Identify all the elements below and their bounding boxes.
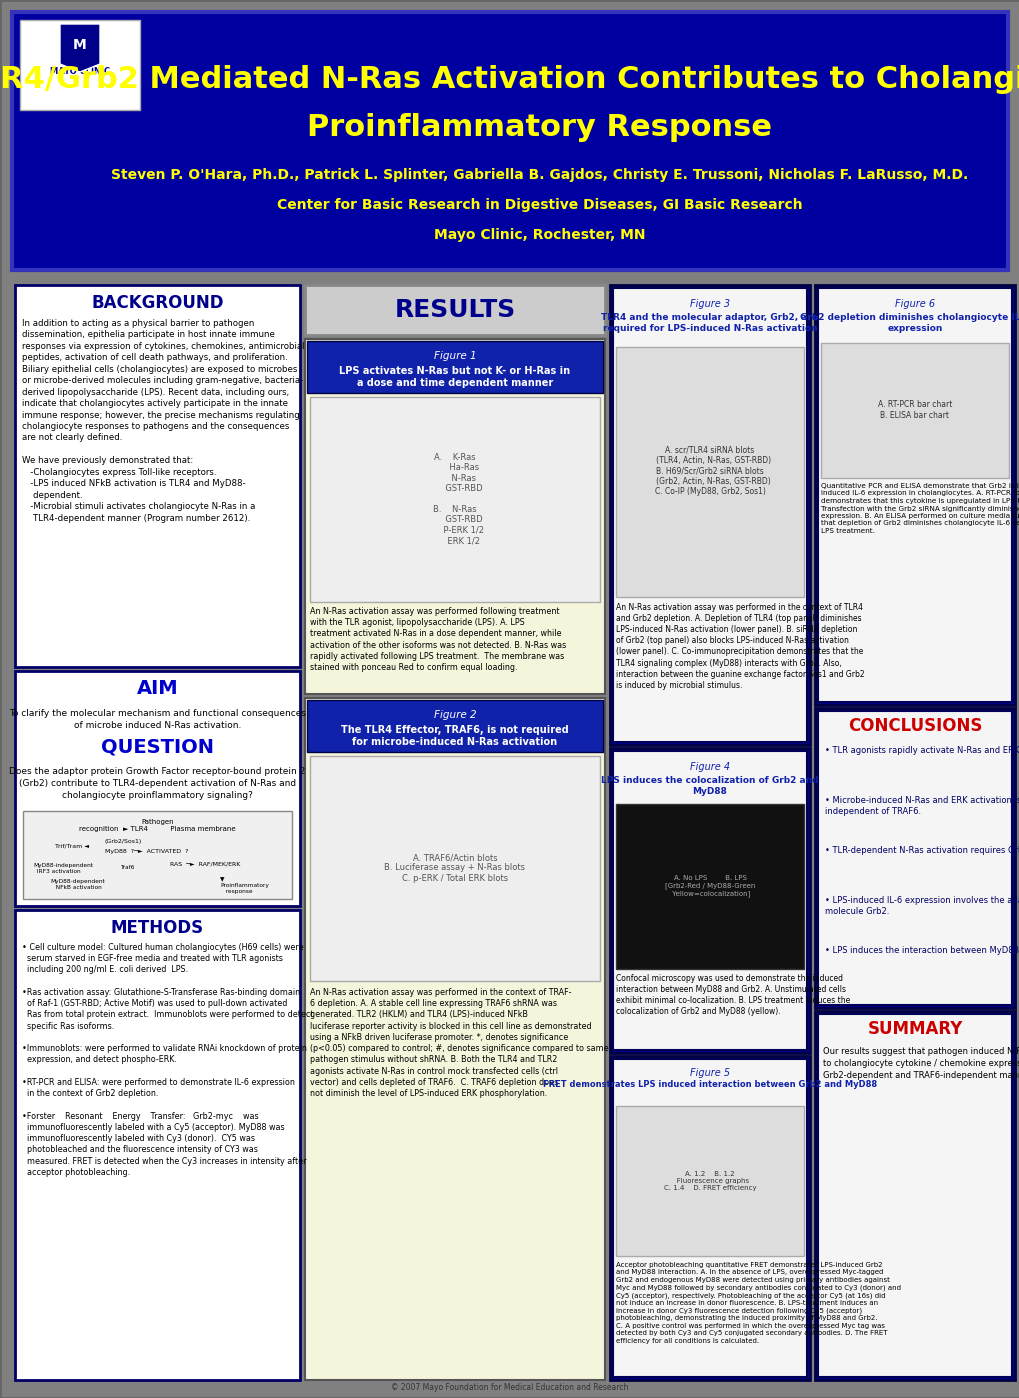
Text: Trif/Tram ◄: Trif/Tram ◄ [55, 844, 89, 849]
FancyBboxPatch shape [0, 0, 1019, 1398]
Text: Figure 2: Figure 2 [433, 710, 476, 720]
Text: • Cell culture model: Cultured human cholangiocytes (H69 cells) were
  serum sta: • Cell culture model: Cultured human cho… [22, 944, 313, 1177]
Text: A. 1.2    B. 1.2
   Fluorescence graphs
C. 1.4    D. FRET efficiency: A. 1.2 B. 1.2 Fluorescence graphs C. 1.4… [663, 1172, 755, 1191]
Text: A.    K-Ras
       Ha-Ras
       N-Ras
       GST-RBD

B.    N-Ras
       GST-RB: A. K-Ras Ha-Ras N-Ras GST-RBD B. N-Ras G… [425, 453, 484, 545]
FancyBboxPatch shape [615, 347, 803, 597]
Text: A. No LPS        B. LPS
[Grb2-Red / MyD88-Green
 Yellow=colocalization]: A. No LPS B. LPS [Grb2-Red / MyD88-Green… [664, 875, 754, 896]
Text: CONCLUSIONS: CONCLUSIONS [847, 717, 981, 735]
Text: Grb2 depletion diminishes cholangiocyte IL-6
expression: Grb2 depletion diminishes cholangiocyte … [799, 313, 1019, 333]
Text: MAYO CLINIC: MAYO CLINIC [50, 67, 110, 77]
FancyBboxPatch shape [609, 1055, 809, 1380]
Text: Figure 1: Figure 1 [433, 351, 476, 361]
Text: SUMMARY: SUMMARY [866, 1021, 962, 1037]
Text: LPS activates N-Ras but not K- or H-Ras in
a dose and time dependent manner: LPS activates N-Ras but not K- or H-Ras … [339, 366, 570, 389]
FancyBboxPatch shape [615, 804, 803, 969]
FancyBboxPatch shape [817, 1014, 1011, 1377]
FancyBboxPatch shape [15, 671, 300, 906]
FancyBboxPatch shape [307, 341, 602, 393]
Text: An N-Ras activation assay was performed following treatment
with the TLR agonist: An N-Ras activation assay was performed … [310, 607, 566, 672]
Text: Our results suggest that pathogen induced N-Ras activation contributes
to cholan: Our results suggest that pathogen induce… [822, 1047, 1019, 1079]
Text: Traf6: Traf6 [120, 865, 135, 870]
Text: Center for Basic Research in Digestive Diseases, GI Basic Research: Center for Basic Research in Digestive D… [277, 199, 802, 212]
Text: (Grb2/Sos1): (Grb2/Sos1) [105, 839, 142, 844]
Text: • TLR agonists rapidly activate N-Ras and ERK.: • TLR agonists rapidly activate N-Ras an… [824, 747, 1019, 755]
Text: • TLR-dependent N-Ras activation requires Grb2.: • TLR-dependent N-Ras activation require… [824, 846, 1019, 856]
Text: M: M [73, 38, 87, 52]
Text: ▼
Proinflammatory
   response: ▼ Proinflammatory response [220, 877, 269, 893]
Text: A. RT-PCR bar chart
B. ELISA bar chart: A. RT-PCR bar chart B. ELISA bar chart [877, 400, 952, 419]
FancyBboxPatch shape [307, 700, 602, 752]
Text: METHODS: METHODS [111, 918, 204, 937]
FancyBboxPatch shape [609, 748, 809, 1053]
Text: Does the adaptor protein Growth Factor receptor-bound protein 2
(Grb2) contribut: Does the adaptor protein Growth Factor r… [9, 768, 306, 800]
Text: To clarify the molecular mechanism and functional consequences
of microbe induce: To clarify the molecular mechanism and f… [9, 709, 306, 730]
Text: BACKGROUND: BACKGROUND [91, 294, 223, 312]
Text: In addition to acting as a physical barrier to pathogen
dissemination, epithelia: In addition to acting as a physical barr… [22, 319, 305, 523]
FancyBboxPatch shape [12, 13, 1007, 270]
Text: MyD88  ?─►  ACTIVATED  ?: MyD88 ?─► ACTIVATED ? [105, 849, 189, 854]
FancyBboxPatch shape [612, 1060, 806, 1377]
Text: Acceptor photobleaching quantitative FRET demonstrates LPS-induced Grb2
and MyD8: Acceptor photobleaching quantitative FRE… [615, 1262, 900, 1343]
FancyBboxPatch shape [609, 285, 809, 745]
FancyBboxPatch shape [310, 756, 599, 981]
FancyBboxPatch shape [814, 285, 1014, 705]
Text: © 2007 Mayo Foundation for Medical Education and Research: © 2007 Mayo Foundation for Medical Educa… [391, 1384, 628, 1392]
FancyBboxPatch shape [23, 811, 291, 899]
Text: A. scr/TLR4 siRNA blots
   (TLR4, Actin, N-Ras, GST-RBD)
B. H69/Scr/Grb2 siRNA b: A. scr/TLR4 siRNA blots (TLR4, Actin, N-… [648, 446, 770, 496]
Text: MyD88-dependent
   NFkB activation: MyD88-dependent NFkB activation [50, 879, 105, 889]
FancyBboxPatch shape [615, 1106, 803, 1255]
FancyBboxPatch shape [612, 751, 806, 1050]
FancyBboxPatch shape [817, 712, 1011, 1005]
Text: RAS  ─►  RAF/MEK/ERK: RAS ─► RAF/MEK/ERK [170, 861, 240, 865]
FancyBboxPatch shape [814, 707, 1014, 1008]
Text: TLR4/Grb2 Mediated N-Ras Activation Contributes to Cholangiocyte: TLR4/Grb2 Mediated N-Ras Activation Cont… [0, 66, 1019, 95]
FancyBboxPatch shape [817, 288, 1011, 702]
FancyBboxPatch shape [820, 343, 1008, 478]
Text: The TLR4 Effector, TRAF6, is not required
for microbe-induced N-Ras activation: The TLR4 Effector, TRAF6, is not require… [340, 726, 569, 748]
FancyBboxPatch shape [15, 285, 300, 667]
Text: • LPS induces the interaction between MyD88 and Grb2.: • LPS induces the interaction between My… [824, 946, 1019, 955]
FancyBboxPatch shape [305, 698, 604, 1380]
Text: FRET demonstrates LPS induced interaction between Grb2 and MyD88: FRET demonstrates LPS induced interactio… [542, 1081, 876, 1089]
Text: Proinflammatory Response: Proinflammatory Response [307, 112, 771, 141]
Text: Figure 6: Figure 6 [894, 299, 934, 309]
Text: Figure 5: Figure 5 [689, 1068, 730, 1078]
Text: Mayo Clinic, Rochester, MN: Mayo Clinic, Rochester, MN [434, 228, 645, 242]
FancyBboxPatch shape [305, 338, 604, 693]
Text: An N-Ras activation assay was performed in the context of TRAF-
6 depletion. A. : An N-Ras activation assay was performed … [310, 988, 608, 1099]
Text: AIM: AIM [137, 679, 178, 699]
Text: • Microbe-induced N-Ras and ERK activation is
independent of TRAF6.: • Microbe-induced N-Ras and ERK activati… [824, 795, 1019, 816]
Text: Quantitative PCR and ELISA demonstrate that Grb2 is involved in LPS-
induced IL-: Quantitative PCR and ELISA demonstrate t… [820, 482, 1019, 534]
FancyBboxPatch shape [814, 1011, 1014, 1380]
FancyBboxPatch shape [310, 397, 599, 603]
Text: Steven P. O'Hara, Ph.D., Patrick L. Splinter, Gabriella B. Gajdos, Christy E. Tr: Steven P. O'Hara, Ph.D., Patrick L. Spli… [111, 168, 968, 182]
FancyBboxPatch shape [305, 285, 604, 336]
Text: Pathogen
recognition  ► TLR4          Plasma membrane: Pathogen recognition ► TLR4 Plasma membr… [79, 819, 235, 832]
FancyBboxPatch shape [612, 288, 806, 742]
Text: A. TRAF6/Actin blots
B. Luciferase assay + N-Ras blots
C. p-ERK / Total ERK blot: A. TRAF6/Actin blots B. Luciferase assay… [384, 853, 525, 884]
FancyBboxPatch shape [15, 910, 300, 1380]
Polygon shape [60, 24, 100, 73]
Text: Figure 3: Figure 3 [689, 299, 730, 309]
Text: QUESTION: QUESTION [101, 738, 214, 756]
Text: LPS induces the colocalization of Grb2 and
MyD88: LPS induces the colocalization of Grb2 a… [600, 776, 818, 795]
Text: Figure 4: Figure 4 [689, 762, 730, 772]
Text: • LPS-induced IL-6 expression involves the adaptor
molecule Grb2.: • LPS-induced IL-6 expression involves t… [824, 896, 1019, 916]
Text: Confocal microscopy was used to demonstrate the induced
interaction between MyD8: Confocal microscopy was used to demonstr… [615, 974, 850, 1016]
Text: RESULTS: RESULTS [394, 298, 516, 322]
Text: An N-Ras activation assay was performed in the context of TLR4
and Grb2 depletio: An N-Ras activation assay was performed … [615, 603, 864, 689]
Text: TLR4 and the molecular adaptor, Grb2, are
required for LPS-induced N-Ras activat: TLR4 and the molecular adaptor, Grb2, ar… [601, 313, 817, 333]
FancyBboxPatch shape [20, 20, 140, 110]
Text: MyD88-independent
  IRF3 activation: MyD88-independent IRF3 activation [33, 863, 93, 874]
